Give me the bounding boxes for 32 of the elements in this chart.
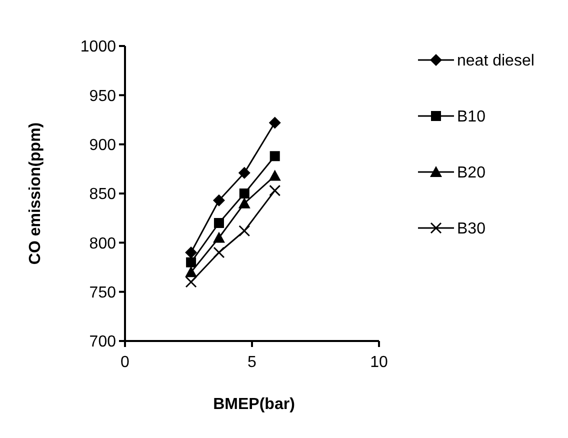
point	[268, 116, 281, 129]
y-tick-label: 950	[89, 88, 116, 105]
legend-label: neat diesel	[457, 52, 534, 70]
point	[212, 232, 225, 243]
y-tick-label: 850	[89, 186, 116, 204]
point	[185, 276, 197, 288]
legend-label: B10	[457, 108, 486, 126]
x-tick-label: 0	[120, 354, 130, 371]
point	[186, 257, 196, 268]
point	[239, 188, 250, 198]
legend-label: B20	[457, 164, 486, 182]
point	[213, 246, 225, 258]
y-tick-label: 800	[89, 235, 116, 252]
y-tick-label: 1000	[80, 38, 116, 56]
x-axis-title: BMEP(bar)	[213, 396, 295, 413]
point	[268, 170, 281, 181]
point	[214, 218, 224, 228]
point	[212, 194, 225, 206]
point	[238, 197, 250, 208]
y-axis-title: CO emission(ppm)	[27, 122, 44, 265]
x-tick-label: 10	[370, 354, 388, 371]
y-tick-label: 750	[89, 284, 116, 302]
point	[238, 225, 250, 237]
x-tick-label: 5	[248, 354, 257, 371]
point	[185, 266, 198, 278]
point	[270, 151, 280, 162]
point	[185, 246, 198, 258]
legend-label: B30	[457, 220, 486, 238]
point	[238, 166, 250, 179]
y-tick-label: 700	[89, 334, 116, 351]
y-tick-label: 900	[89, 136, 116, 154]
point	[269, 184, 281, 196]
